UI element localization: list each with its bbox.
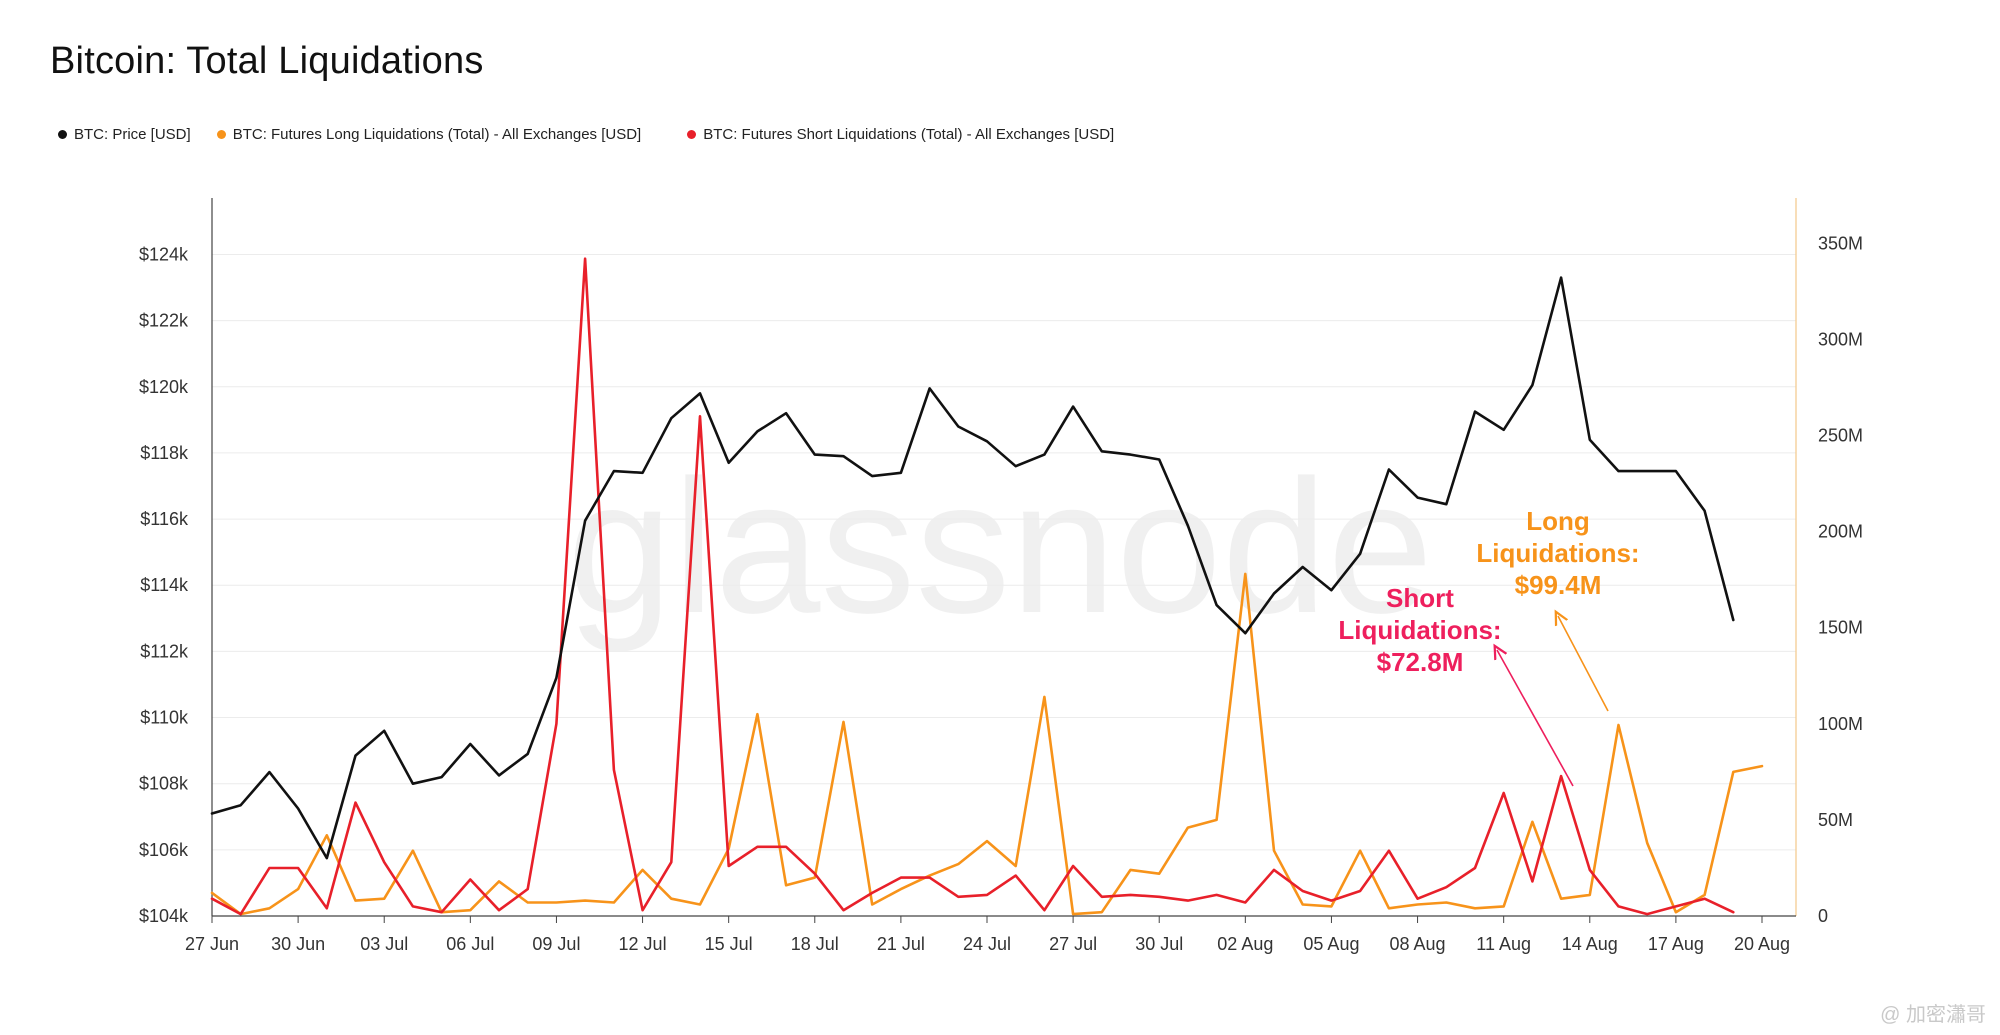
annotations: ShortLiquidations:$72.8MLongLiquidations…: [1338, 506, 1640, 787]
y-right-tick-label: 200M: [1818, 522, 1863, 542]
y-right-tick-label: 350M: [1818, 233, 1863, 253]
y-left-tick-label: $122k: [139, 311, 189, 331]
series-line-long-liquidations[interactable]: [210, 572, 1764, 916]
y-right-tick-label: 300M: [1818, 329, 1863, 349]
y-left-tick-label: $112k: [140, 641, 189, 661]
x-tick-label: 02 Aug: [1217, 934, 1273, 954]
x-tick-label: 20 Aug: [1734, 934, 1790, 954]
x-tick-labels: 27 Jun 30 Jun 03 Jul 06 Jul 09 Jul 12 Jul 15 J…: [185, 934, 1790, 954]
chart-title: Bitcoin: Total Liquidations: [50, 40, 484, 82]
long-annotation-arrow: [1558, 616, 1609, 712]
y-right-tick-label: 50M: [1818, 810, 1853, 830]
y-right-tick-labels: 0 50M 100M 150M 200M 250M 300M 350M: [1818, 233, 1863, 926]
y-left-tick-labels: $104k $106k $108k $110k $112k $114k $116k $118k…: [139, 244, 189, 926]
x-tick-label: 09 Jul: [532, 934, 580, 954]
y-right-tick-label: 250M: [1818, 426, 1863, 446]
y-left-tick-label: $104k: [139, 906, 189, 926]
y-left-tick-label: $114k: [140, 575, 189, 595]
legend: BTC: Price [USD] BTC: Futures Long Liqui…: [58, 126, 1114, 143]
x-tick-label: 11 Aug: [1476, 934, 1531, 954]
y-right-tick-label: 100M: [1818, 714, 1863, 734]
series-line-price[interactable]: [210, 276, 1735, 860]
x-tick-label: 05 Aug: [1303, 934, 1359, 954]
x-tick-label: 30 Jun: [271, 934, 325, 954]
y-left-tick-label: $120k: [139, 377, 189, 397]
y-left-tick-label: $116k: [140, 509, 189, 529]
x-tick-label: 21 Jul: [877, 934, 925, 954]
axes: [211, 198, 1797, 923]
short-annotation-line: Liquidations:: [1338, 615, 1501, 645]
x-tick-label: 14 Aug: [1562, 934, 1618, 954]
grid-lines: [212, 253, 1796, 851]
short-annotation-line: Short: [1386, 583, 1454, 613]
series-lines: [210, 257, 1764, 916]
legend-dot-short: [687, 130, 697, 139]
legend-label-long: BTC: Futures Long Liquidations (Total) -…: [232, 126, 642, 143]
y-left-tick-label: $106k: [139, 840, 189, 860]
legend-label-short: BTC: Futures Short Liquidations (Total) …: [703, 126, 1115, 143]
long-annotation-line: Liquidations:: [1476, 538, 1639, 568]
long-annotation-line: Long: [1526, 506, 1590, 536]
x-tick-label: 12 Jul: [619, 934, 667, 954]
short-annotation-line: $72.8M: [1377, 647, 1464, 677]
legend-item-long[interactable]: BTC: Futures Long Liquidations (Total) -…: [216, 126, 642, 143]
y-left-tick-label: $118k: [140, 443, 189, 463]
short-annotation-arrow: [1497, 650, 1574, 787]
legend-item-price[interactable]: BTC: Price [USD]: [58, 126, 191, 143]
x-tick-label: 27 Jul: [1049, 934, 1097, 954]
long-annotation-line: $99.4M: [1515, 570, 1602, 600]
y-right-tick-label: 150M: [1818, 618, 1863, 638]
series-line-short-liquidations[interactable]: [210, 257, 1735, 916]
x-tick-label: 03 Jul: [360, 934, 408, 954]
y-right-tick-label: 0: [1818, 906, 1828, 926]
legend-item-short[interactable]: BTC: Futures Short Liquidations (Total) …: [687, 126, 1114, 143]
x-tick-label: 08 Aug: [1390, 934, 1446, 954]
x-tick-label: 27 Jun: [185, 934, 239, 954]
x-tick-label: 06 Jul: [446, 934, 494, 954]
x-tick-label: 24 Jul: [963, 934, 1011, 954]
x-tick-label: 17 Aug: [1648, 934, 1704, 954]
legend-dot-long: [216, 130, 226, 139]
y-left-tick-label: $108k: [139, 774, 189, 794]
x-tick-label: 18 Jul: [791, 934, 839, 954]
x-tick-label: 30 Jul: [1135, 934, 1183, 954]
footer-watermark: @ 加密瀟哥: [1880, 1004, 1986, 1026]
legend-label-price: BTC: Price [USD]: [74, 126, 191, 143]
watermark: glassnode: [567, 441, 1433, 653]
y-left-tick-label: $110k: [140, 708, 189, 728]
y-left-tick-label: $124k: [139, 244, 189, 264]
x-tick-label: 15 Jul: [705, 934, 753, 954]
legend-dot-price: [58, 130, 67, 139]
